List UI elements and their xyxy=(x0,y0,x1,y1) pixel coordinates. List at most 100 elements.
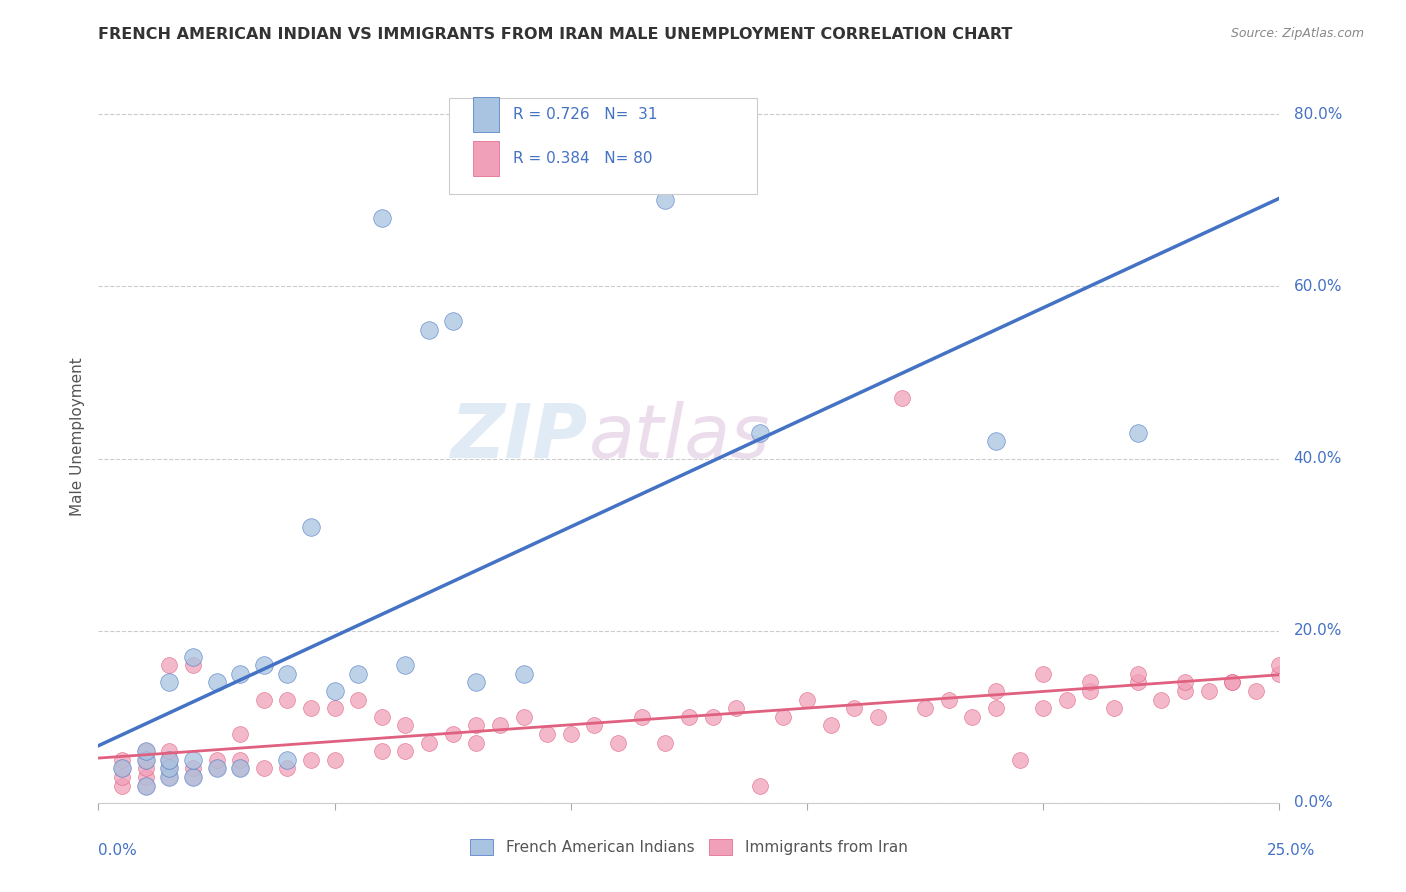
Point xyxy=(465,735,488,749)
Text: 80.0%: 80.0% xyxy=(1294,107,1341,122)
Text: 0.0%: 0.0% xyxy=(1294,796,1333,810)
Point xyxy=(1126,425,1149,440)
Point xyxy=(984,701,1007,715)
Point xyxy=(725,701,748,715)
Point xyxy=(205,675,228,690)
Point xyxy=(323,701,346,715)
Point xyxy=(748,425,770,440)
Point xyxy=(229,666,252,681)
Point xyxy=(914,701,936,715)
Point xyxy=(135,744,157,758)
Point xyxy=(253,761,276,775)
Point xyxy=(181,649,204,664)
Point xyxy=(323,753,346,767)
Point xyxy=(394,658,416,673)
Point xyxy=(135,779,157,793)
Point xyxy=(394,718,416,732)
Point xyxy=(229,753,252,767)
Point xyxy=(984,684,1007,698)
Point xyxy=(1268,658,1291,673)
Point xyxy=(1102,701,1125,715)
Point xyxy=(157,753,180,767)
Point xyxy=(654,735,676,749)
Point xyxy=(1174,675,1197,690)
Point xyxy=(347,666,370,681)
Point xyxy=(394,744,416,758)
Point xyxy=(1008,753,1031,767)
Point xyxy=(1032,701,1054,715)
Point xyxy=(181,761,204,775)
Point xyxy=(371,710,394,724)
Point xyxy=(135,761,157,775)
Bar xyxy=(472,141,499,176)
Point xyxy=(1080,684,1102,698)
Point xyxy=(465,718,488,732)
Point xyxy=(1268,666,1291,681)
Point xyxy=(630,710,652,724)
Text: 40.0%: 40.0% xyxy=(1294,451,1341,467)
Point xyxy=(157,753,180,767)
Point xyxy=(772,710,794,724)
Point xyxy=(441,727,464,741)
Point xyxy=(441,314,464,328)
Point xyxy=(276,761,298,775)
Point xyxy=(1220,675,1243,690)
Point xyxy=(418,322,440,336)
Point xyxy=(512,710,534,724)
Text: ZIP: ZIP xyxy=(451,401,589,474)
Point xyxy=(299,701,322,715)
Point xyxy=(253,692,276,706)
Point xyxy=(276,753,298,767)
Point xyxy=(111,761,134,775)
Point xyxy=(748,779,770,793)
Text: 60.0%: 60.0% xyxy=(1294,279,1343,294)
Point xyxy=(796,692,818,706)
Point xyxy=(1080,675,1102,690)
Point xyxy=(678,710,700,724)
Point xyxy=(323,684,346,698)
Point xyxy=(205,761,228,775)
Point xyxy=(157,770,180,784)
Point xyxy=(157,761,180,775)
Point xyxy=(276,692,298,706)
Point xyxy=(229,761,252,775)
Point xyxy=(181,658,204,673)
Point xyxy=(962,710,984,724)
Point xyxy=(536,727,558,741)
Point xyxy=(1150,692,1173,706)
Text: atlas: atlas xyxy=(589,401,770,473)
Point xyxy=(181,770,204,784)
Legend: French American Indians, Immigrants from Iran: French American Indians, Immigrants from… xyxy=(464,833,914,861)
Point xyxy=(229,727,252,741)
Point xyxy=(1056,692,1078,706)
Point xyxy=(111,770,134,784)
Point xyxy=(157,770,180,784)
Point xyxy=(135,744,157,758)
Point xyxy=(371,744,394,758)
Point xyxy=(157,744,180,758)
Text: R = 0.384   N= 80: R = 0.384 N= 80 xyxy=(513,151,652,166)
Point xyxy=(111,761,134,775)
Point xyxy=(205,761,228,775)
Text: 0.0%: 0.0% xyxy=(98,843,138,858)
Point xyxy=(607,735,630,749)
Point xyxy=(111,779,134,793)
Point xyxy=(890,392,912,406)
Point xyxy=(157,761,180,775)
FancyBboxPatch shape xyxy=(449,98,758,194)
Point xyxy=(654,194,676,208)
Point xyxy=(984,434,1007,449)
Point xyxy=(347,692,370,706)
Point xyxy=(560,727,582,741)
Point xyxy=(299,753,322,767)
Point xyxy=(111,753,134,767)
Point xyxy=(1126,666,1149,681)
Point xyxy=(820,718,842,732)
Point xyxy=(135,753,157,767)
Point xyxy=(253,658,276,673)
Y-axis label: Male Unemployment: Male Unemployment xyxy=(69,358,84,516)
Point xyxy=(135,753,157,767)
Point xyxy=(938,692,960,706)
Point xyxy=(1126,675,1149,690)
Point xyxy=(844,701,866,715)
